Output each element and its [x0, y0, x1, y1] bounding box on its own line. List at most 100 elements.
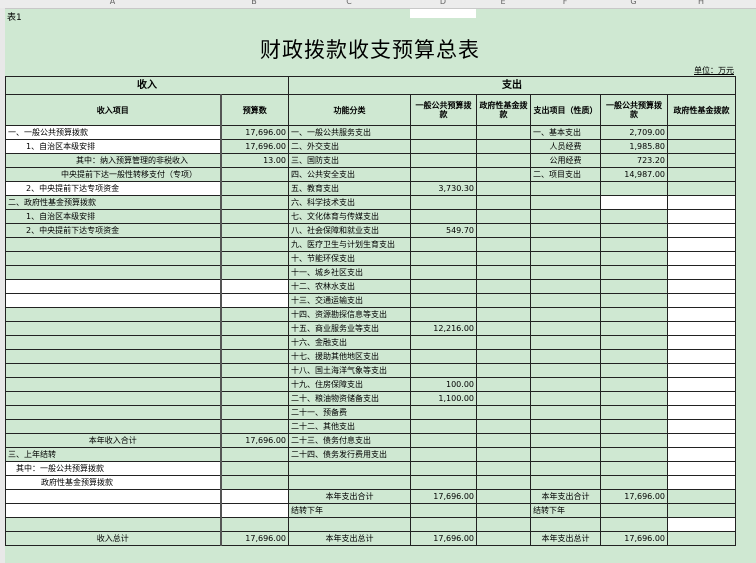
cell-function-class[interactable]: 十三、交通运输支出	[288, 293, 411, 308]
cell-budget-amount[interactable]	[220, 223, 289, 238]
cell-gov-fund-amount-2[interactable]	[667, 531, 736, 546]
cell-expense-item[interactable]	[530, 517, 601, 532]
cell-expense-item[interactable]	[530, 223, 601, 238]
cell-general-budget-amount-2[interactable]	[600, 377, 668, 392]
cell-gov-fund-amount[interactable]	[476, 321, 531, 336]
cell-gov-fund-amount-2[interactable]	[667, 433, 736, 448]
cell-income-item[interactable]	[5, 419, 222, 434]
cell-function-class[interactable]: 二十二、其他支出	[288, 419, 411, 434]
cell-function-class[interactable]: 十四、资源勘探信息等支出	[288, 307, 411, 322]
cell-expense-item[interactable]	[530, 447, 601, 462]
cell-general-budget-amount[interactable]: 12,216.00	[410, 321, 477, 336]
cell-expense-item[interactable]	[530, 433, 601, 448]
cell-general-budget-amount-2[interactable]	[600, 503, 668, 518]
cell-general-budget-amount-2[interactable]	[600, 461, 668, 476]
column-header-A[interactable]: A	[109, 0, 116, 6]
cell-expense-item[interactable]	[530, 391, 601, 406]
cell-expense-item[interactable]	[530, 461, 601, 476]
cell-expense-item[interactable]	[530, 321, 601, 336]
column-header-F[interactable]: F	[562, 0, 568, 6]
cell-general-budget-amount-2[interactable]	[600, 307, 668, 322]
cell-budget-amount[interactable]	[220, 209, 289, 224]
cell-function-class[interactable]: 十六、金融支出	[288, 335, 411, 350]
cell-function-class[interactable]: 十九、住房保障支出	[288, 377, 411, 392]
cell-budget-amount[interactable]: 17,696.00	[220, 433, 289, 448]
cell-general-budget-amount-2[interactable]	[600, 223, 668, 238]
cell-income-item[interactable]	[5, 391, 222, 406]
cell-general-budget-amount[interactable]	[410, 293, 477, 308]
cell-gov-fund-amount[interactable]	[476, 531, 531, 546]
cell-function-class[interactable]: 二十三、债务付息支出	[288, 433, 411, 448]
cell-gov-fund-amount[interactable]	[476, 265, 531, 280]
cell-gov-fund-amount-2[interactable]	[667, 489, 736, 504]
cell-expense-item[interactable]	[530, 293, 601, 308]
cell-income-item[interactable]	[5, 265, 222, 280]
cell-gov-fund-amount[interactable]	[476, 405, 531, 420]
cell-gov-fund-amount-2[interactable]	[667, 391, 736, 406]
cell-gov-fund-amount-2[interactable]	[667, 153, 736, 168]
cell-general-budget-amount[interactable]	[410, 475, 477, 490]
cell-budget-amount[interactable]	[220, 447, 289, 462]
cell-budget-amount[interactable]	[220, 181, 289, 196]
cell-gov-fund-amount-2[interactable]	[667, 293, 736, 308]
cell-income-item[interactable]	[5, 237, 222, 252]
cell-general-budget-amount[interactable]: 17,696.00	[410, 531, 477, 546]
cell-expense-item[interactable]	[530, 475, 601, 490]
cell-gov-fund-amount[interactable]	[476, 139, 531, 154]
cell-gov-fund-amount[interactable]	[476, 517, 531, 532]
cell-budget-amount[interactable]	[220, 503, 289, 518]
cell-gov-fund-amount[interactable]	[476, 195, 531, 210]
cell-general-budget-amount[interactable]: 17,696.00	[410, 489, 477, 504]
cell-general-budget-amount-2[interactable]	[600, 419, 668, 434]
cell-budget-amount[interactable]	[220, 461, 289, 476]
cell-general-budget-amount[interactable]	[410, 349, 477, 364]
cell-budget-amount[interactable]	[220, 279, 289, 294]
cell-general-budget-amount-2[interactable]	[600, 321, 668, 336]
cell-general-budget-amount-2[interactable]	[600, 475, 668, 490]
cell-function-class[interactable]: 三、国防支出	[288, 153, 411, 168]
cell-function-class[interactable]: 七、文化体育与传媒支出	[288, 209, 411, 224]
cell-expense-item[interactable]: 一、基本支出	[530, 125, 601, 140]
cell-general-budget-amount[interactable]	[410, 503, 477, 518]
cell-function-class[interactable]	[288, 517, 411, 532]
cell-budget-amount[interactable]: 17,696.00	[220, 139, 289, 154]
cell-income-item[interactable]: 收入总计	[5, 531, 222, 546]
cell-general-budget-amount-2[interactable]	[600, 433, 668, 448]
cell-function-class[interactable]: 六、科学技术支出	[288, 195, 411, 210]
cell-general-budget-amount[interactable]	[410, 139, 477, 154]
cell-gov-fund-amount-2[interactable]	[667, 321, 736, 336]
cell-general-budget-amount[interactable]	[410, 237, 477, 252]
cell-income-item[interactable]: 政府性基金预算拨款	[5, 475, 222, 490]
cell-expense-item[interactable]	[530, 237, 601, 252]
cell-expense-item[interactable]	[530, 377, 601, 392]
cell-general-budget-amount[interactable]	[410, 251, 477, 266]
cell-expense-item[interactable]	[530, 209, 601, 224]
cell-general-budget-amount[interactable]	[410, 195, 477, 210]
cell-gov-fund-amount[interactable]	[476, 349, 531, 364]
cell-general-budget-amount[interactable]	[410, 405, 477, 420]
cell-function-class[interactable]: 二十、粮油物资储备支出	[288, 391, 411, 406]
cell-expense-item[interactable]	[530, 419, 601, 434]
cell-general-budget-amount[interactable]	[410, 307, 477, 322]
cell-function-class[interactable]: 十、节能环保支出	[288, 251, 411, 266]
cell-function-class[interactable]: 二十四、债务发行费用支出	[288, 447, 411, 462]
cell-general-budget-amount[interactable]: 3,730.30	[410, 181, 477, 196]
cell-budget-amount[interactable]	[220, 237, 289, 252]
cell-general-budget-amount[interactable]	[410, 517, 477, 532]
cell-gov-fund-amount[interactable]	[476, 475, 531, 490]
cell-expense-item[interactable]	[530, 251, 601, 266]
column-header-C[interactable]: C	[346, 0, 352, 6]
cell-general-budget-amount-2[interactable]	[600, 335, 668, 350]
cell-function-class[interactable]: 八、社会保障和就业支出	[288, 223, 411, 238]
cell-gov-fund-amount-2[interactable]	[667, 363, 736, 378]
cell-expense-item[interactable]	[530, 307, 601, 322]
cell-income-item[interactable]: 一、一般公共预算拨款	[5, 125, 222, 140]
cell-expense-item[interactable]: 二、项目支出	[530, 167, 601, 182]
cell-budget-amount[interactable]	[220, 377, 289, 392]
cell-budget-amount[interactable]	[220, 167, 289, 182]
cell-income-item[interactable]: 二、政府性基金预算拨款	[5, 195, 222, 210]
cell-general-budget-amount[interactable]	[410, 419, 477, 434]
cell-budget-amount[interactable]	[220, 349, 289, 364]
cell-gov-fund-amount[interactable]	[476, 293, 531, 308]
cell-general-budget-amount-2[interactable]	[600, 209, 668, 224]
